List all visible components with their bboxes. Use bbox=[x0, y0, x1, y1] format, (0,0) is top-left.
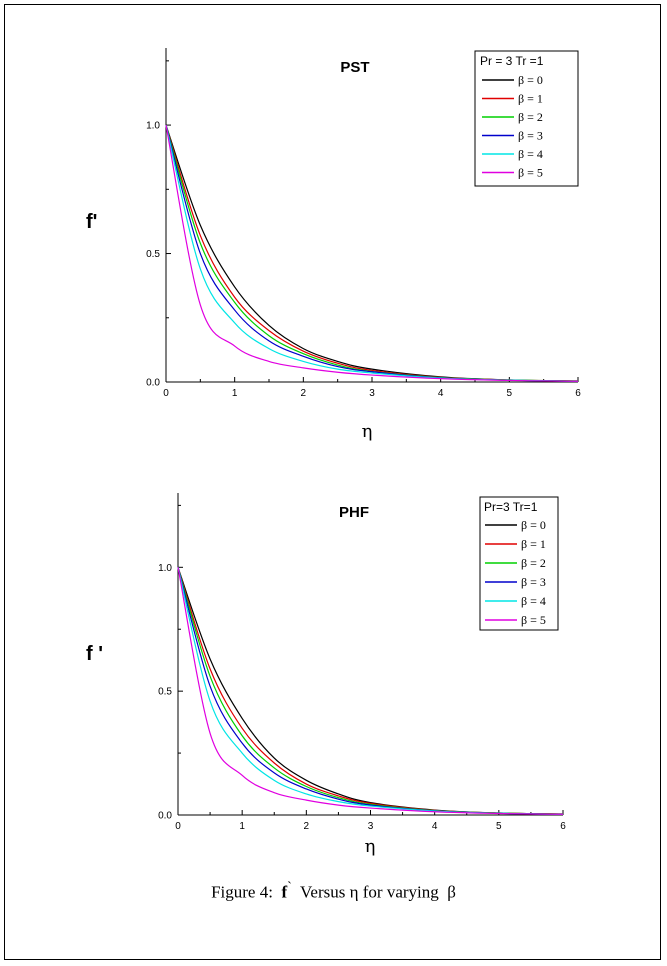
x-tick-label: 5 bbox=[507, 388, 513, 399]
caption-f: f bbox=[281, 882, 288, 902]
legend-label: β = 0 bbox=[521, 518, 546, 532]
legend-label: β = 1 bbox=[521, 537, 546, 551]
x-tick-label: 0 bbox=[163, 388, 169, 399]
figure-frame bbox=[4, 4, 661, 960]
y-tick-label: 0.0 bbox=[158, 811, 172, 822]
chart-title: PST bbox=[340, 59, 369, 76]
caption-prefix: Figure 4: bbox=[211, 882, 273, 902]
caption-prime: ` bbox=[287, 879, 292, 895]
x-tick-label: 1 bbox=[239, 821, 245, 832]
x-axis-label: η bbox=[365, 836, 376, 857]
legend-title: Pr = 3 Tr =1 bbox=[480, 54, 544, 68]
legend-title: Pr=3 Tr=1 bbox=[484, 500, 538, 514]
y-tick-label: 0.5 bbox=[158, 687, 172, 698]
legend-label: β = 3 bbox=[518, 129, 543, 143]
y-tick-label: 1.0 bbox=[146, 121, 160, 132]
legend-label: β = 5 bbox=[521, 613, 546, 627]
x-tick-label: 4 bbox=[432, 821, 438, 832]
chart-title: PHF bbox=[339, 504, 369, 521]
x-tick-label: 0 bbox=[175, 821, 181, 832]
chart-phf: PHF f ' η 0 1 2 3 4 5 6 0.0 0.5 1.0 Pr=3 Tr=1 β =… bbox=[86, 493, 566, 857]
x-tick-label: 4 bbox=[438, 388, 444, 399]
legend-box bbox=[474, 50, 579, 187]
y-tick-label: 1.0 bbox=[158, 563, 172, 574]
x-tick-label: 6 bbox=[575, 388, 581, 399]
series-line bbox=[165, 124, 579, 382]
legend-label: β = 4 bbox=[521, 594, 546, 608]
x-tick-label: 6 bbox=[560, 821, 566, 832]
y-axis-label: f ' bbox=[86, 643, 103, 665]
chart-pst: PST f' η 0 1 2 3 4 5 6 0.0 0.5 1.0 Pr = 3 Tr =1 β… bbox=[86, 48, 581, 442]
legend-label: β = 5 bbox=[518, 166, 543, 180]
series-line bbox=[177, 567, 564, 815]
legend-label: β = 0 bbox=[518, 73, 543, 87]
legend-label: β = 2 bbox=[521, 556, 546, 570]
y-tick-label: 0.0 bbox=[146, 378, 160, 389]
figure-caption: Figure 4: f` Versus η for varying β bbox=[0, 879, 667, 903]
x-tick-label: 3 bbox=[368, 821, 374, 832]
x-axis-label: η bbox=[362, 421, 373, 442]
y-axis-label: f' bbox=[86, 211, 97, 233]
x-tick-label: 2 bbox=[301, 388, 307, 399]
legend-label: β = 1 bbox=[518, 92, 543, 106]
x-tick-label: 2 bbox=[304, 821, 310, 832]
caption-beta: β bbox=[447, 882, 456, 902]
legend-label: β = 2 bbox=[518, 110, 543, 124]
caption-middle: Versus η for varying bbox=[300, 882, 439, 902]
legend-label: β = 3 bbox=[521, 575, 546, 589]
x-tick-label: 1 bbox=[232, 388, 238, 399]
x-tick-label: 3 bbox=[369, 388, 375, 399]
legend-label: β = 4 bbox=[518, 147, 543, 161]
x-tick-label: 5 bbox=[496, 821, 502, 832]
y-tick-label: 0.5 bbox=[146, 249, 160, 260]
